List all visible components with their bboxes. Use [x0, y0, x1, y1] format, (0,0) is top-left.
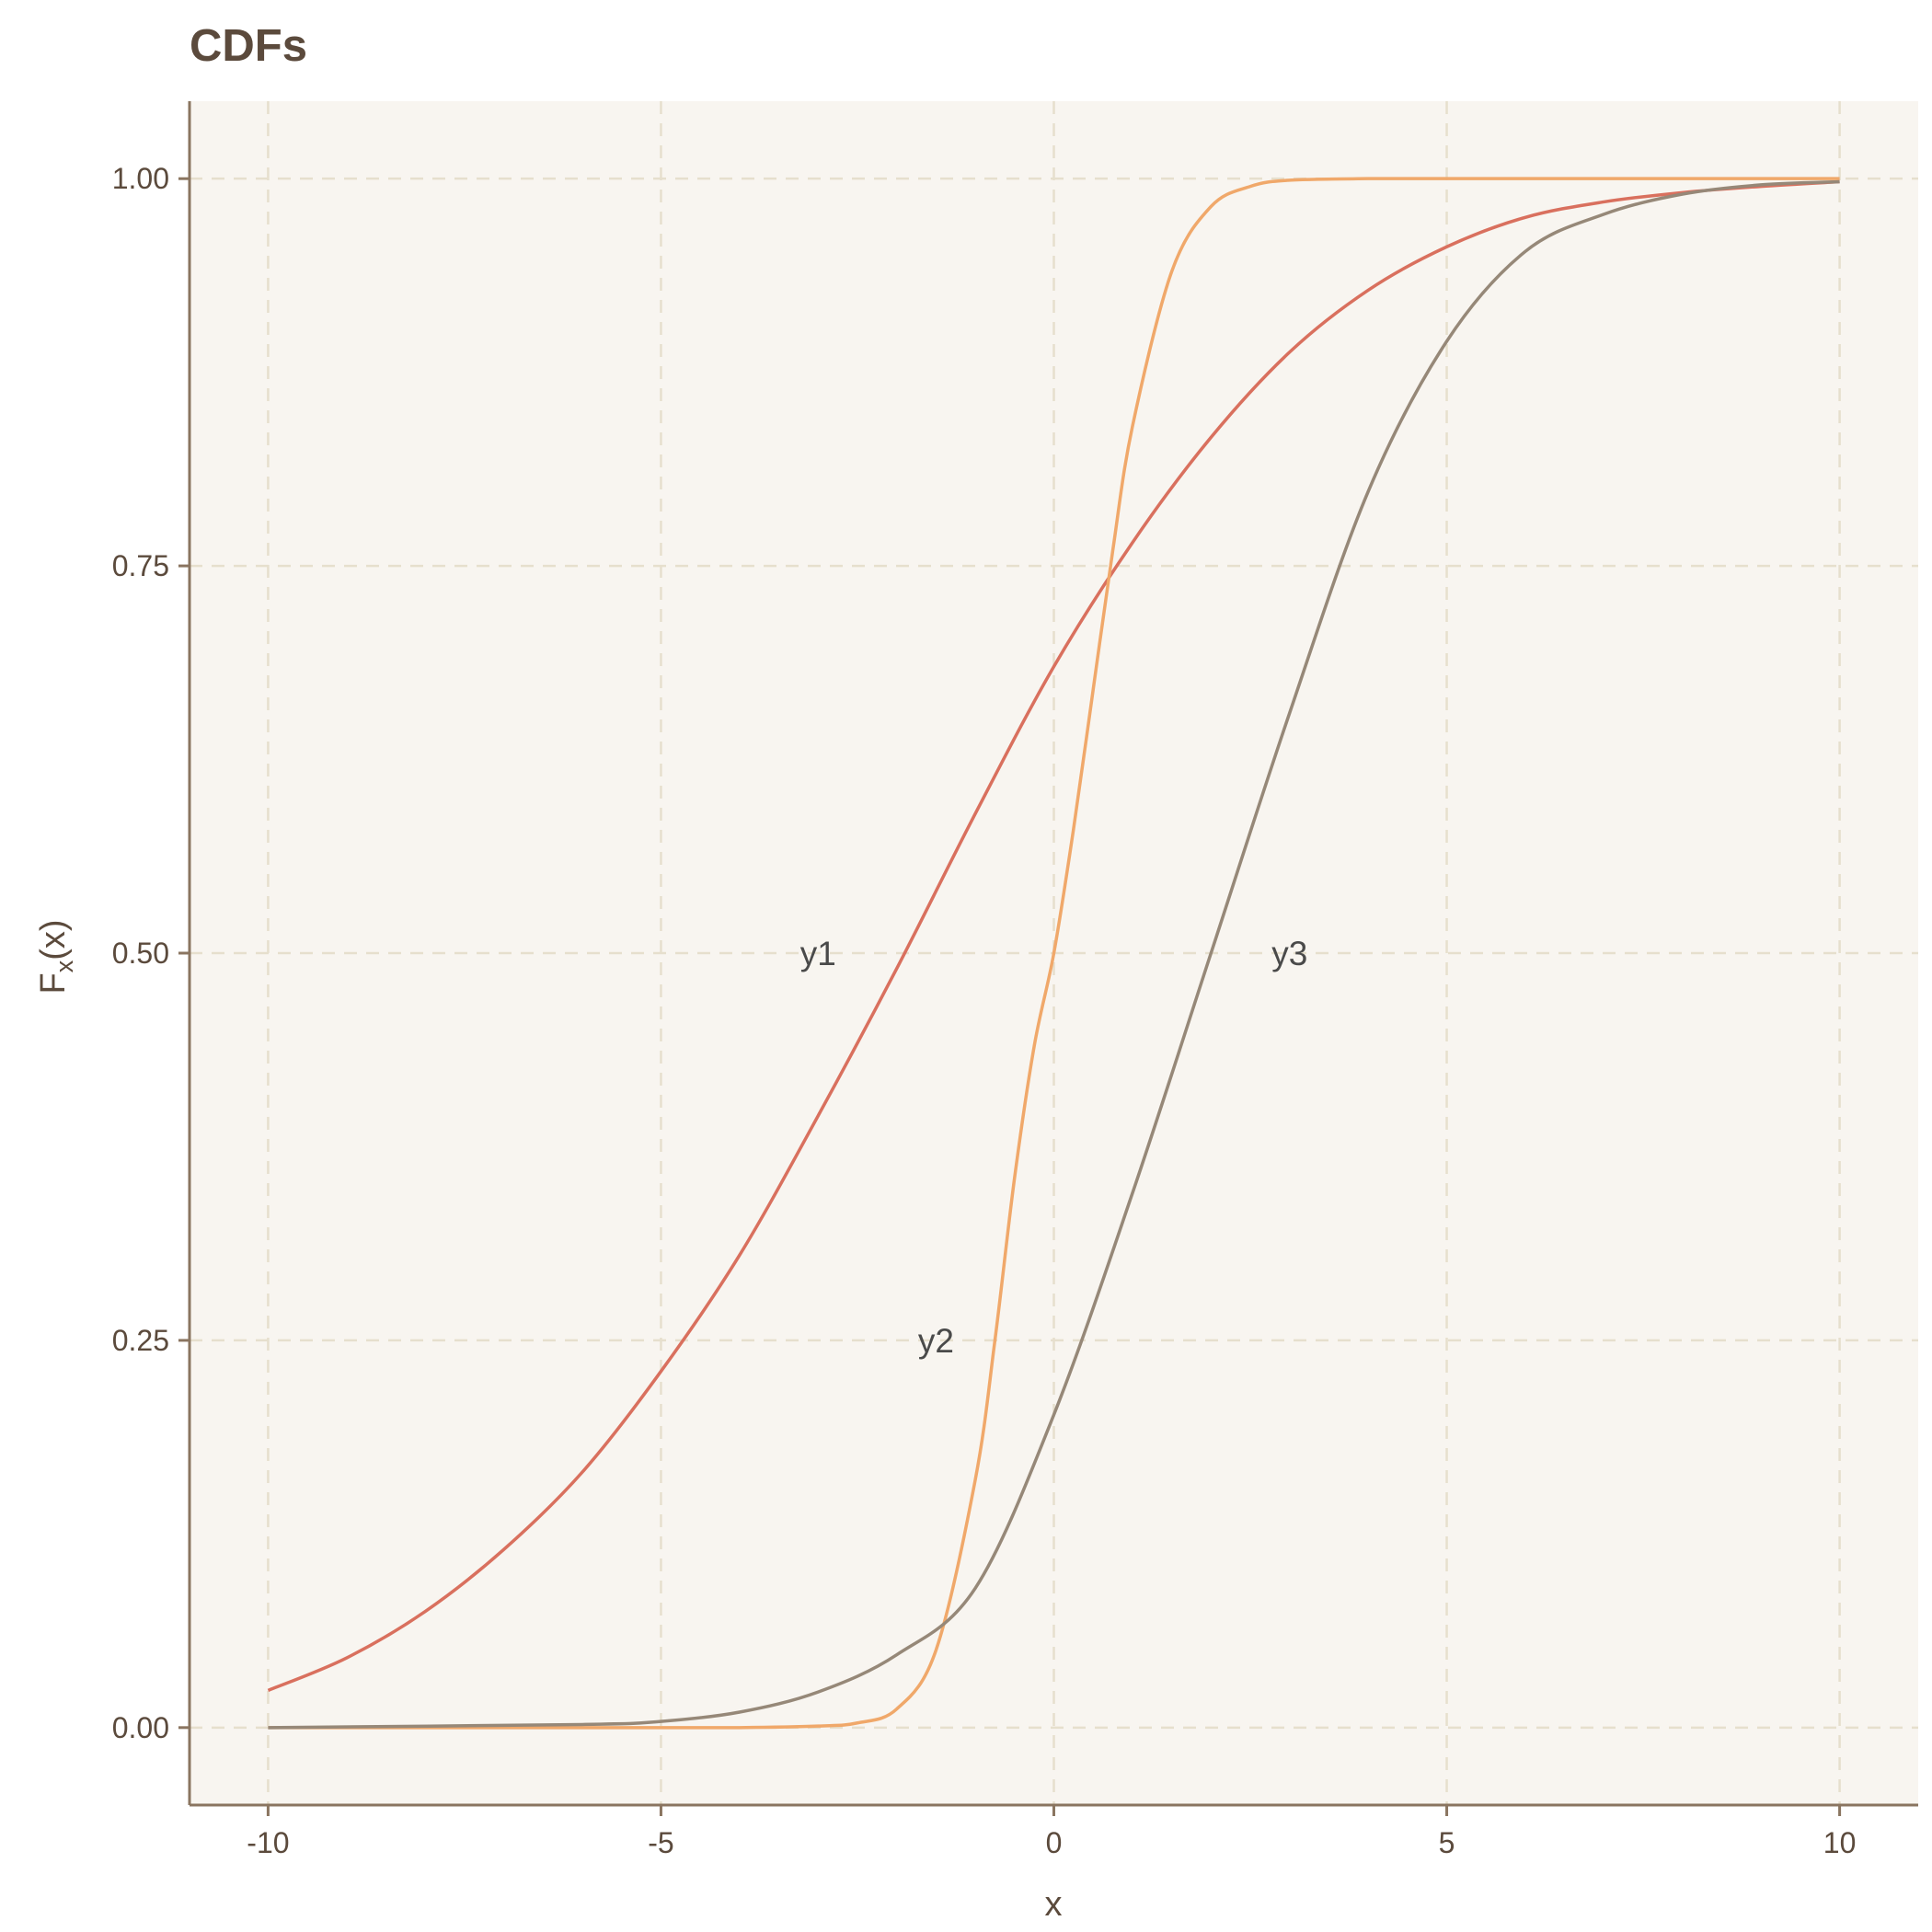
y-axis-title-subscript: x [51, 960, 78, 972]
x-tick-label: 10 [1823, 1826, 1857, 1859]
y-axis-title: Fx(x) [34, 919, 78, 994]
x-tick-label: 5 [1439, 1826, 1455, 1859]
series-label-y2: y2 [918, 1322, 954, 1360]
chart-title: CDFs [190, 21, 307, 71]
series-line-y3 [268, 179, 1840, 1730]
x-tick-label: -5 [648, 1826, 673, 1859]
y-axis-title-suffix: (x) [34, 919, 73, 960]
x-axis-title: x [1045, 1885, 1063, 1924]
series-label-y3: y3 [1271, 935, 1307, 972]
x-tick-label: 0 [1046, 1826, 1063, 1859]
series-line-y2 [268, 177, 1840, 1730]
y-axis-title-main: F [34, 972, 73, 994]
y-tick-label: 1.00 [112, 162, 169, 195]
axes: -10 -5 0 5 10 0.00 0.25 0.50 0.75 1.00 [112, 101, 1918, 1859]
series-labels: y1 y2 y3 [800, 935, 1308, 1360]
series-line-y1 [267, 179, 1840, 1693]
y-tick-label: 0.25 [112, 1324, 169, 1357]
x-tick-label: -10 [247, 1826, 289, 1859]
y-tick-label: 0.75 [112, 549, 169, 582]
y-tick-label: 0.50 [112, 937, 169, 970]
curves [267, 177, 1840, 1730]
series-label-y1: y1 [800, 935, 836, 972]
y-tick-label: 0.00 [112, 1711, 169, 1744]
